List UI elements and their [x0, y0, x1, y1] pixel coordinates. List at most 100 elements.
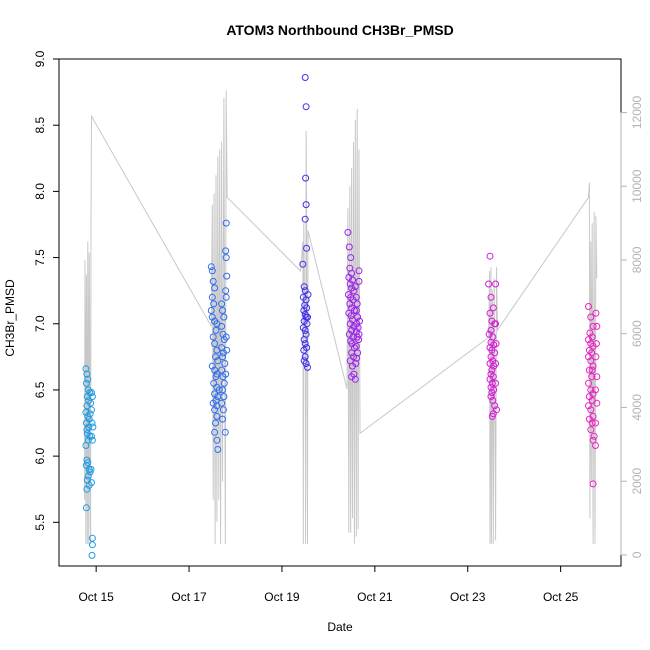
- right-axis-tick-label: 10000: [630, 169, 644, 203]
- data-point-series-6: [587, 313, 595, 321]
- data-point-series-1: [82, 408, 90, 416]
- right-axis-tick-label: 0: [630, 551, 644, 558]
- data-point-series-5: [487, 393, 495, 401]
- data-point-series-4: [354, 313, 362, 321]
- data-point-series-1: [88, 541, 96, 549]
- data-point-series-1: [88, 534, 96, 542]
- y-tick-label: 7.0: [33, 315, 47, 332]
- data-point-series-2: [211, 340, 219, 348]
- data-point-series-3: [299, 260, 307, 268]
- data-point-series-5: [491, 402, 499, 410]
- data-point-series-4: [350, 307, 358, 314]
- data-point-series-6: [585, 402, 592, 410]
- data-point-series-6: [585, 353, 592, 361]
- data-point-series-1: [87, 465, 95, 473]
- data-point-series-6: [587, 386, 595, 394]
- data-point-series-2: [219, 307, 226, 314]
- y-axis-label: CH3Br_PMSD: [3, 279, 17, 357]
- data-point-series-2: [211, 428, 219, 436]
- data-point-series-6: [593, 373, 601, 381]
- data-point-series-6: [590, 432, 598, 440]
- data-point-series-5: [486, 252, 494, 260]
- data-point-series-1: [82, 442, 90, 449]
- data-point-series-6: [592, 419, 599, 427]
- data-point-series-2: [219, 386, 226, 394]
- right-axis-tick-label: 12000: [630, 95, 644, 129]
- y-tick-label: 7.5: [33, 249, 47, 266]
- data-point-series-1: [83, 370, 91, 378]
- data-point-series-2: [220, 379, 228, 387]
- data-point-series-2: [208, 267, 216, 275]
- data-point-series-3: [304, 313, 311, 321]
- x-tick-label: Oct 19: [264, 590, 300, 604]
- data-point-series-2: [212, 419, 219, 427]
- data-point-series-1: [83, 426, 91, 434]
- data-point-series-2: [222, 247, 230, 255]
- x-tick-label: Oct 15: [78, 590, 114, 604]
- data-point-series-3: [302, 360, 310, 367]
- data-point-series-2: [211, 366, 219, 374]
- data-point-series-2: [222, 287, 230, 295]
- data-point-series-4: [351, 283, 359, 291]
- data-point-series-2: [207, 263, 215, 271]
- data-point-series-2: [218, 300, 226, 308]
- data-point-series-6: [585, 366, 593, 374]
- data-point-series-2: [211, 406, 219, 414]
- axes-layer: 5.5 6.0 6.5 7.0 7.5 8.0 8.5 9.0 Oct 15 Oct 17 Oct …: [33, 50, 644, 604]
- data-point-series-2: [215, 386, 223, 394]
- data-point-series-3: [300, 307, 308, 314]
- data-point-series-6: [592, 442, 599, 449]
- chart-title: ATOM3 Northbound CH3Br_PMSD: [226, 22, 453, 38]
- data-point-series-6: [587, 406, 595, 414]
- y-tick-label: 6.0: [33, 447, 47, 464]
- data-point-series-4: [348, 373, 356, 381]
- data-point-series-6: [585, 336, 592, 344]
- data-point-series-1: [82, 504, 90, 512]
- data-point-series-2: [220, 313, 228, 321]
- data-point-series-4: [349, 333, 357, 341]
- x-axis-label: Date: [327, 620, 353, 634]
- data-point-series-3: [302, 174, 310, 182]
- data-point-series-4: [344, 228, 352, 236]
- data-point-series-5: [486, 375, 494, 383]
- data-point-series-5: [488, 379, 496, 387]
- data-point-series-1: [89, 423, 97, 431]
- data-point-series-1: [84, 472, 92, 480]
- data-point-series-1: [88, 393, 96, 401]
- data-point-series-6: [592, 309, 600, 317]
- data-point-series-2: [208, 362, 216, 370]
- data-point-series-2: [219, 353, 226, 361]
- data-point-series-2: [218, 366, 226, 374]
- data-point-series-1: [87, 399, 95, 407]
- data-point-series-4: [352, 342, 360, 350]
- data-point-series-6: [589, 480, 597, 488]
- data-point-series-4: [354, 324, 362, 332]
- data-point-series-4: [356, 317, 363, 325]
- data-point-series-2: [222, 333, 230, 341]
- data-point-series-1: [88, 406, 95, 414]
- data-point-series-3: [301, 215, 309, 223]
- data-point-series-2: [212, 326, 220, 334]
- data-point-series-3: [301, 353, 309, 361]
- data-point-series-1: [88, 551, 96, 559]
- data-point-series-4: [352, 293, 360, 301]
- data-point-series-2: [214, 446, 222, 453]
- data-point-series-4: [355, 330, 363, 338]
- data-point-series-1: [82, 365, 90, 373]
- data-point-series-5: [492, 320, 500, 328]
- data-point-series-6: [592, 353, 600, 361]
- data-point-series-4: [352, 307, 360, 314]
- y-tick-label: 9.0: [33, 50, 47, 67]
- data-point-series-2: [222, 219, 230, 227]
- data-point-series-5: [488, 366, 496, 374]
- data-point-series-3: [301, 340, 309, 348]
- data-point-series-1: [83, 485, 91, 493]
- data-point-series-5: [492, 280, 500, 288]
- data-point-series-3: [304, 363, 311, 371]
- data-point-series-1: [88, 479, 95, 487]
- data-point-series-4: [355, 267, 363, 275]
- data-point-series-4: [353, 354, 361, 362]
- data-point-series-6: [593, 322, 601, 330]
- data-point-series-6: [588, 366, 596, 374]
- data-point-series-2: [223, 272, 231, 280]
